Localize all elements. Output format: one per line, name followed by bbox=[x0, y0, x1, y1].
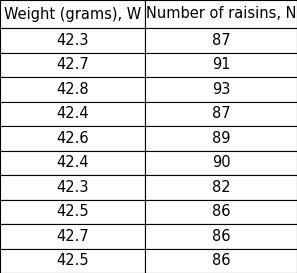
Bar bbox=[0, 224, 145, 248]
Text: 86: 86 bbox=[212, 204, 230, 219]
Text: 87: 87 bbox=[212, 33, 230, 48]
Bar bbox=[145, 52, 297, 77]
Bar bbox=[0, 52, 145, 77]
Text: 86: 86 bbox=[212, 229, 230, 244]
Text: 42.6: 42.6 bbox=[56, 131, 89, 146]
Text: 42.4: 42.4 bbox=[56, 106, 89, 121]
Text: 42.3: 42.3 bbox=[56, 33, 89, 48]
Bar bbox=[145, 126, 297, 150]
Bar bbox=[145, 224, 297, 248]
Text: Number of raisins, N: Number of raisins, N bbox=[146, 7, 296, 22]
Text: 87: 87 bbox=[212, 106, 230, 121]
Bar bbox=[145, 77, 297, 102]
Text: 82: 82 bbox=[212, 180, 230, 195]
Text: 42.4: 42.4 bbox=[56, 155, 89, 170]
Text: 42.7: 42.7 bbox=[56, 229, 89, 244]
Bar bbox=[145, 200, 297, 224]
Text: 42.8: 42.8 bbox=[56, 82, 89, 97]
Bar bbox=[0, 126, 145, 150]
Bar bbox=[0, 248, 145, 273]
Text: 86: 86 bbox=[212, 253, 230, 268]
Bar bbox=[0, 0, 145, 28]
Text: 91: 91 bbox=[212, 57, 230, 72]
Bar bbox=[145, 175, 297, 200]
Text: 90: 90 bbox=[212, 155, 230, 170]
Bar bbox=[0, 28, 145, 52]
Bar bbox=[145, 102, 297, 126]
Bar bbox=[145, 0, 297, 28]
Text: 93: 93 bbox=[212, 82, 230, 97]
Bar bbox=[0, 77, 145, 102]
Text: 42.5: 42.5 bbox=[56, 204, 89, 219]
Bar bbox=[145, 150, 297, 175]
Text: Weight (grams), W: Weight (grams), W bbox=[4, 7, 141, 22]
Text: 89: 89 bbox=[212, 131, 230, 146]
Text: 42.3: 42.3 bbox=[56, 180, 89, 195]
Bar bbox=[145, 28, 297, 52]
Bar bbox=[0, 175, 145, 200]
Bar bbox=[0, 150, 145, 175]
Text: 42.7: 42.7 bbox=[56, 57, 89, 72]
Bar bbox=[145, 248, 297, 273]
Bar bbox=[0, 102, 145, 126]
Bar bbox=[0, 200, 145, 224]
Text: 42.5: 42.5 bbox=[56, 253, 89, 268]
